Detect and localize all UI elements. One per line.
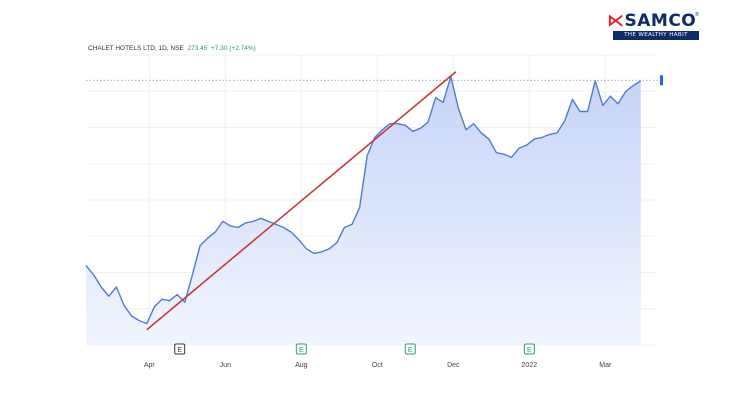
last-price-group — [86, 75, 663, 86]
price-value: 273.45 — [187, 45, 208, 52]
logo-tagline: THE WEALTHY HABIT — [613, 31, 699, 40]
x-tick-label: Mar — [599, 362, 612, 369]
x-axis: Apr Jun Aug Oct Dec 2022 Mar — [144, 362, 612, 369]
logo-name: SAMCO — [624, 11, 697, 31]
logo-mark-icon: ⋉ — [607, 11, 625, 31]
earnings-marker: E — [295, 343, 307, 355]
x-tick-label: Aug — [295, 362, 308, 369]
earnings-marker-box — [174, 343, 186, 355]
earnings-marker: E — [404, 343, 416, 355]
price-area — [86, 76, 641, 346]
earnings-marker: E — [523, 343, 535, 355]
earnings-marker-box — [295, 343, 307, 355]
trendline-group — [146, 71, 457, 331]
logo-wordmark: ⋉SAMCO — [607, 12, 696, 30]
price-line — [85, 75, 642, 325]
price-line-group — [85, 75, 642, 325]
earnings-marker-box — [404, 343, 416, 355]
logo-reg-mark: ® — [695, 12, 699, 18]
earnings-marker: E — [174, 343, 186, 355]
x-tick-label: Jun — [220, 362, 231, 369]
x-tick-label: Oct — [372, 362, 383, 369]
earnings-marker-box — [523, 343, 535, 355]
earnings-marker-label: E — [408, 347, 413, 354]
earnings-marker-label: E — [299, 347, 304, 354]
price-change: +7.30 (+2.74%) — [210, 45, 256, 52]
chart-header: CHALET HOTELS LTD, 1D, NSE 273.45 +7.30 … — [88, 45, 256, 52]
trendline — [146, 71, 457, 331]
x-tick-label: Apr — [144, 362, 156, 369]
earnings-marker-label: E — [527, 347, 532, 354]
last-price-marker — [660, 75, 663, 86]
symbol-label: CHALET HOTELS LTD, 1D, NSE — [88, 45, 184, 52]
samco-logo: ⋉SAMCO ® THE WEALTHY HABIT — [607, 12, 699, 40]
x-tick-label: 2022 — [522, 362, 538, 369]
earnings-marker-label: E — [177, 347, 182, 354]
price-area-fill — [86, 76, 641, 346]
x-tick-label: Dec — [447, 362, 460, 369]
